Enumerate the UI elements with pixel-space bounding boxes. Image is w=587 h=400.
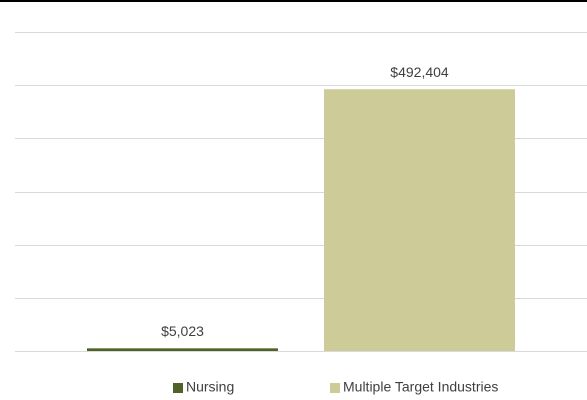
data-label: $492,404 bbox=[390, 64, 449, 80]
bar bbox=[324, 89, 515, 352]
legend-swatch bbox=[330, 383, 340, 393]
legend-label: Multiple Target Industries bbox=[343, 379, 498, 395]
top-border bbox=[0, 0, 587, 2]
data-label: $5,023 bbox=[161, 323, 204, 339]
bar bbox=[87, 348, 278, 351]
legend-swatch bbox=[173, 383, 183, 393]
legend-label: Nursing bbox=[186, 379, 234, 395]
